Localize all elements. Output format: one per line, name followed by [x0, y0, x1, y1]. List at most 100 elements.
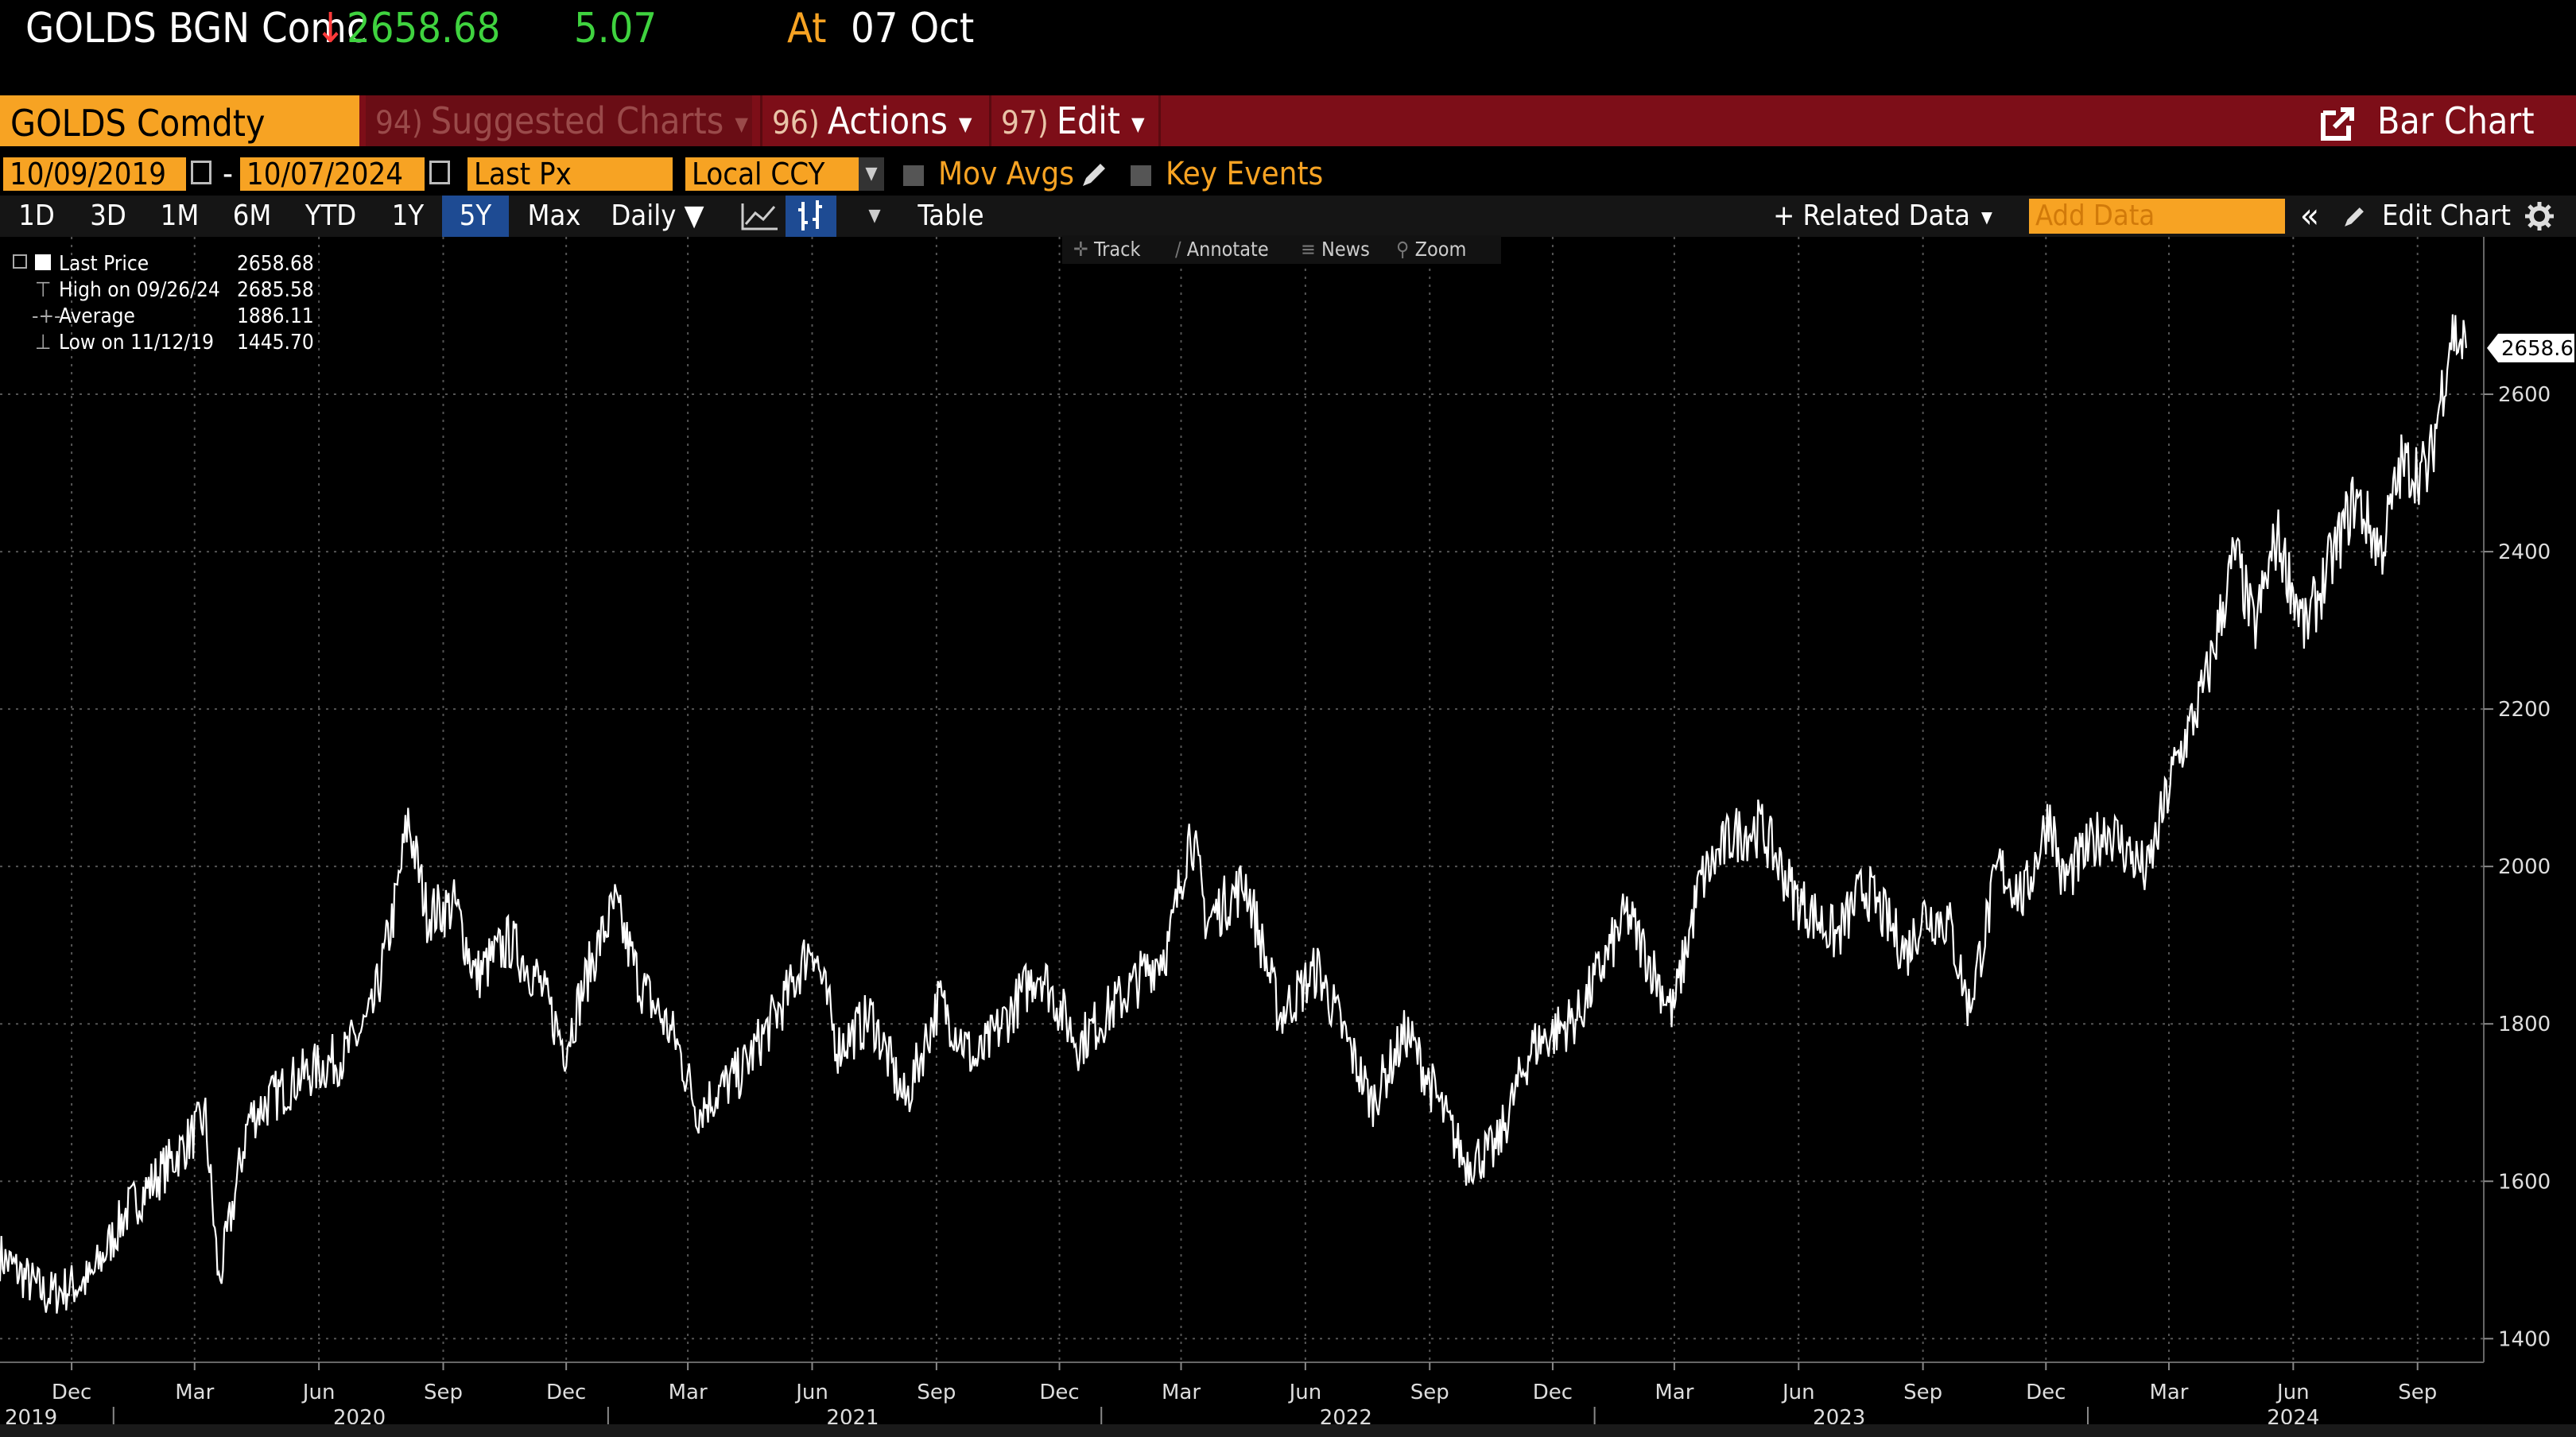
edit-menu-button[interactable]: 97) Edit ▼: [989, 95, 1161, 146]
calendar-icon[interactable]: [429, 161, 450, 184]
add-data-input[interactable]: Add Data: [2029, 199, 2285, 234]
edit-chart-label: Edit Chart: [2382, 199, 2511, 232]
start-date-text: 10/09/2019: [10, 157, 167, 192]
add-data-placeholder: Add Data: [2035, 199, 2155, 232]
news-icon: ≡: [1301, 238, 1316, 261]
y-tick-label: 1800: [2498, 1013, 2551, 1036]
pencil-icon[interactable]: [1078, 159, 1110, 191]
x-tick-label: Jun: [2275, 1381, 2310, 1404]
track-label: Track: [1094, 238, 1141, 261]
y-tick-label: 1600: [2498, 1170, 2551, 1194]
function-bar: GOLDS Comdty 94) Suggested Charts ▼ 96) Act…: [0, 95, 2576, 146]
collapse-panel-icon[interactable]: «: [2299, 196, 2320, 236]
range-1m-button[interactable]: 1M: [160, 199, 200, 232]
range-1y-button[interactable]: 1Y: [391, 199, 425, 232]
x-tick-label: Jun: [1781, 1381, 1815, 1404]
x-axis-ticks: Dec Mar Jun Sep Dec Mar Jun Sep Dec Mar Jun Sep Dec M…: [5, 1362, 2437, 1424]
x-tick-label: Sep: [2398, 1381, 2437, 1404]
zoom-label: Zoom: [1414, 238, 1467, 261]
y-tick-label: 2600: [2498, 383, 2551, 407]
x-tick-label: Dec: [1039, 1381, 1079, 1404]
launch-external-icon: [2321, 107, 2354, 141]
key-events-checkbox[interactable]: [1131, 165, 1151, 186]
y-tick-label: 2200: [2498, 698, 2551, 722]
x-tick-label: Sep: [424, 1381, 463, 1404]
last-value-text: 2658.68: [2501, 337, 2576, 361]
start-date-input[interactable]: 10/09/2019: [3, 157, 186, 191]
field-select[interactable]: Last Px: [467, 157, 673, 191]
security-name: GOLDS BGN Comc: [25, 5, 367, 52]
x-year-label: 2019: [5, 1406, 57, 1424]
table-button[interactable]: Table: [918, 199, 984, 232]
chevron-down-icon: ▼: [958, 112, 972, 135]
down-arrow-icon: ↓: [315, 5, 347, 52]
chevron-down-icon[interactable]: ▼: [859, 157, 884, 191]
line-chart-icon[interactable]: [739, 200, 781, 232]
x-year-label: 2024: [2267, 1406, 2319, 1424]
currency-select-text: Local CCY: [692, 157, 825, 192]
range-toolbar: 1D 3D 1M 6M YTD 1Y 5Y Max Daily ▼ ▼ Tabl…: [0, 196, 2576, 237]
annotate-label: Annotate: [1186, 238, 1269, 261]
x-tick-label: Mar: [1655, 1381, 1693, 1404]
last-value-box: [2487, 333, 2574, 362]
related-data-button[interactable]: + Related Data ▼: [1763, 196, 2002, 237]
magnifier-icon: ⚲: [1396, 238, 1410, 261]
pencil-icon: ∕: [1175, 238, 1181, 261]
high-marker-icon: ⊤: [35, 278, 52, 302]
date-separator: -: [223, 156, 233, 192]
bar-chart-style-button[interactable]: [786, 196, 836, 237]
x-tick-label: Mar: [175, 1381, 214, 1404]
range-5y-button[interactable]: 5Y: [442, 196, 509, 237]
end-date-input[interactable]: 10/07/2024: [240, 157, 425, 191]
x-tick-label: Sep: [1903, 1381, 1942, 1404]
range-3d-button[interactable]: 3D: [90, 199, 126, 232]
ticker-header: GOLDS BGN Comc ↓ 2658.68 5.07 At 07 Oct: [0, 0, 2576, 89]
low-marker-icon: ⊥: [35, 331, 52, 354]
y-tick-label: 2400: [2498, 540, 2551, 564]
x-tick-label: Dec: [2026, 1381, 2066, 1404]
x-tick-label: Dec: [1533, 1381, 1573, 1404]
price-chart[interactable]: 1400 1600 1800 2000 2200 2400 2600 Dec Mar Jun Se…: [0, 237, 2576, 1424]
crosshair-icon: ✛: [1073, 238, 1088, 261]
mov-avgs-checkbox[interactable]: [903, 165, 924, 186]
bar-chart-launch-button[interactable]: Bar Chart: [2318, 95, 2557, 146]
x-year-label: 2022: [1320, 1406, 1372, 1424]
pencil-icon: [2345, 207, 2364, 227]
range-max-button[interactable]: Max: [527, 199, 581, 232]
gear-icon[interactable]: [2522, 200, 2557, 232]
zoom-tool[interactable]: ⚲ Zoom: [1396, 235, 1466, 264]
range-6m-button[interactable]: 6M: [232, 199, 272, 232]
actions-label: Actions: [827, 99, 948, 142]
security-input[interactable]: GOLDS Comdty: [0, 95, 359, 146]
security-input-text: GOLDS Comdty: [10, 102, 266, 145]
suggested-charts-number: 94): [375, 105, 423, 141]
actions-number: 96): [772, 105, 820, 141]
actions-menu-button[interactable]: 96) Actions ▼: [760, 95, 983, 146]
frequency-select[interactable]: Daily ▼: [611, 199, 704, 232]
news-tool[interactable]: ≡ News: [1301, 235, 1370, 264]
range-ytd-button[interactable]: YTD: [305, 199, 357, 232]
related-data-label: + Related Data: [1773, 199, 1971, 232]
annotate-tool[interactable]: ∕ Annotate: [1175, 235, 1269, 264]
price-date: 07 Oct: [851, 5, 975, 52]
ohlc-bars-icon: [798, 200, 822, 230]
currency-select[interactable]: Local CCY: [685, 157, 873, 191]
legend-value: 1886.11: [237, 304, 314, 328]
calendar-icon[interactable]: [191, 161, 211, 184]
price-series-line: [0, 314, 2467, 1314]
chevron-down-icon: ▼: [735, 112, 748, 135]
last-price: 2658.68: [347, 5, 501, 52]
chevron-down-icon: ▼: [1981, 207, 1992, 227]
track-tool[interactable]: ✛ Track: [1073, 235, 1141, 264]
chevron-down-icon[interactable]: ▼: [868, 206, 881, 226]
average-marker-icon: -+-: [32, 304, 61, 328]
x-tick-label: Jun: [301, 1381, 336, 1404]
range-1d-button[interactable]: 1D: [18, 199, 55, 232]
y-axis-ticks: 1400 1600 1800 2000 2200 2400 2600: [2484, 383, 2551, 1351]
chevron-down-icon: ▼: [1131, 112, 1145, 135]
edit-chart-button[interactable]: Edit Chart: [2334, 196, 2514, 237]
legend-swatch: [35, 254, 51, 270]
bar-chart-label: Bar Chart: [2377, 99, 2535, 142]
suggested-charts-button[interactable]: 94) Suggested Charts ▼: [366, 95, 752, 146]
legend-collapse-icon[interactable]: [13, 254, 27, 269]
